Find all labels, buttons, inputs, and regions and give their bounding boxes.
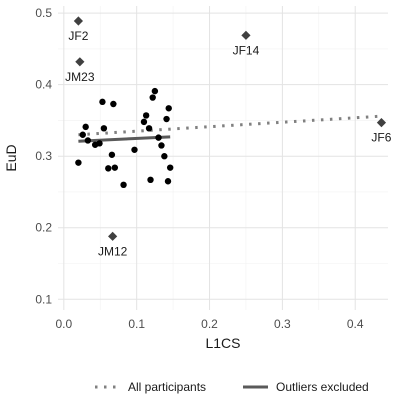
data-point — [108, 151, 116, 158]
y-tick-label: 0.3 — [35, 149, 52, 163]
outlier-point — [75, 57, 85, 67]
trend-line-all-participants — [78, 114, 382, 137]
data-point — [79, 131, 86, 138]
data-point — [99, 98, 106, 106]
data-point — [100, 125, 108, 132]
x-tick-label: 0.1 — [128, 317, 145, 331]
legend: All participants Outliers excluded — [95, 380, 369, 394]
data-point — [151, 87, 159, 95]
data-point — [161, 153, 168, 160]
data-point — [110, 100, 117, 108]
legend-label-outliers-excluded: Outliers excluded — [276, 380, 369, 394]
data-point — [149, 94, 156, 101]
data-points — [75, 87, 174, 189]
data-point — [105, 165, 112, 172]
x-tick-label: 0.4 — [347, 317, 364, 331]
trend-lines — [78, 114, 382, 143]
data-point — [82, 123, 89, 131]
data-point — [131, 146, 138, 153]
data-point — [142, 112, 150, 119]
y-tick-label: 0.4 — [35, 78, 52, 92]
data-point — [166, 164, 174, 171]
y-axis-title: EuD — [3, 144, 19, 171]
data-point — [145, 125, 153, 132]
data-point — [96, 140, 103, 147]
data-point — [120, 181, 127, 189]
data-point — [147, 176, 154, 184]
tick-labels: 0.0 0.1 0.2 0.3 0.40.10.20.30.40.5 — [35, 6, 364, 331]
x-axis-title: L1CS — [205, 335, 240, 351]
outlier-label: JF2 — [68, 29, 88, 43]
data-point — [155, 134, 162, 141]
outlier-label: JM23 — [65, 70, 95, 84]
data-point — [84, 137, 92, 144]
x-tick-label: 0.2 — [201, 317, 218, 331]
outlier-label: JF14 — [233, 43, 260, 57]
data-point — [163, 115, 170, 123]
data-point — [111, 164, 119, 171]
outlier-point — [241, 30, 251, 40]
x-tick-label: 0.3 — [274, 317, 291, 331]
outlier-label: JF6 — [371, 131, 391, 145]
legend-label-all-participants: All participants — [128, 380, 206, 394]
outlier-points: JF2 JM23 JF14 JF6 JM12 — [65, 16, 392, 258]
y-tick-label: 0.5 — [35, 6, 52, 20]
data-point — [75, 159, 82, 166]
outlier-label: JM12 — [98, 244, 128, 258]
trend-line-outliers-excluded — [78, 135, 171, 143]
data-point — [164, 178, 172, 185]
outlier-point — [376, 117, 387, 128]
data-point — [165, 105, 172, 112]
y-tick-label: 0.1 — [35, 292, 52, 306]
data-point — [158, 142, 165, 149]
grid — [58, 6, 388, 310]
data-point — [140, 118, 148, 126]
outlier-point — [73, 16, 83, 26]
y-tick-label: 0.2 — [35, 221, 52, 235]
outlier-point — [108, 231, 118, 241]
x-tick-label: 0.0 — [55, 317, 72, 331]
